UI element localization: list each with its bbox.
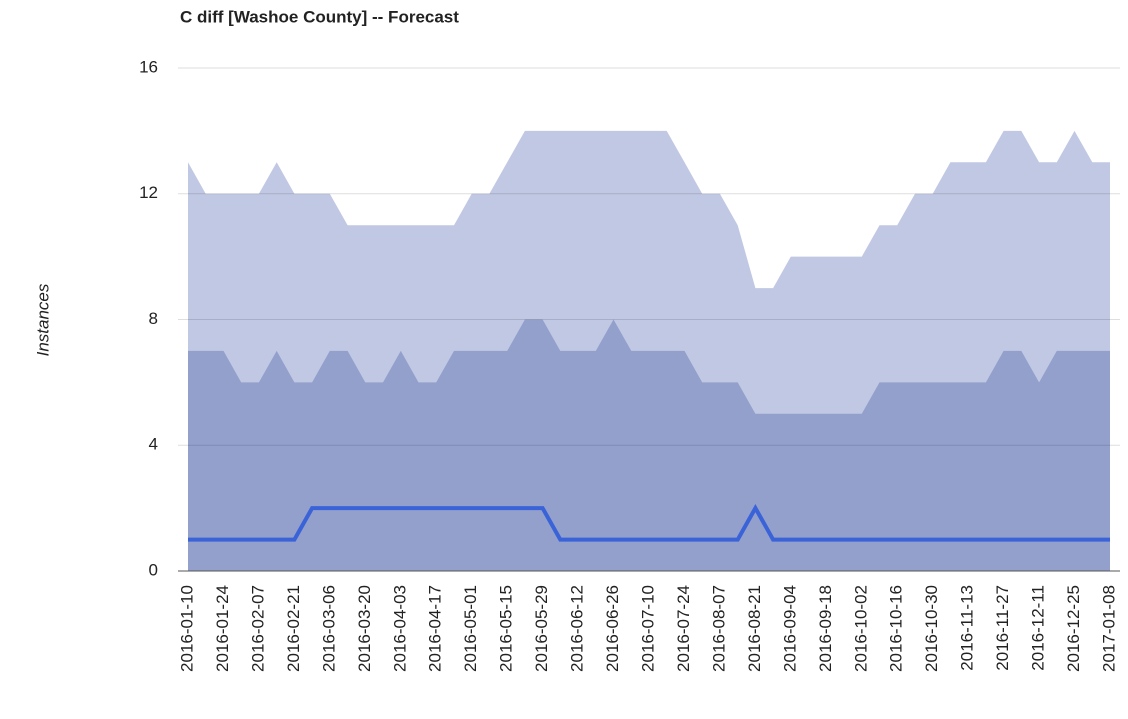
x-tick-label: 2016-08-21 [745,585,764,672]
x-tick-label: 2016-08-07 [709,585,728,672]
line [188,504,1110,542]
x-tick-label: 2016-03-20 [355,585,374,672]
x-tick-label: 2016-03-06 [319,585,338,672]
x-tick-label: 2016-09-18 [816,585,835,672]
x-tick-label: 2016-11-27 [993,585,1012,671]
x-tick-label: 2016-04-03 [390,585,409,672]
chart-title: C diff [Washoe County] -- Forecast [180,7,459,26]
x-tick-label: 2016-09-04 [780,585,799,672]
x-tick-label: 2016-06-12 [568,585,587,672]
x-tick-label: 2016-07-24 [674,585,693,672]
x-tick-label: 2016-07-10 [638,585,657,672]
x-tick-label: 2016-11-13 [958,585,977,671]
x-tick-label: 2016-02-07 [248,585,267,672]
x-tick-label: 2016-01-10 [177,585,196,672]
y-tick-label: 16 [139,57,158,76]
x-tick-label: 2016-01-24 [213,585,232,672]
y-tick-label: 4 [149,435,158,454]
x-tick-label: 2016-06-26 [603,585,622,672]
x-tick-label: 2017-01-08 [1099,585,1118,672]
y-tick-label: 12 [139,183,158,202]
x-tick-label: 2016-12-25 [1064,585,1083,672]
x-tick-label: 2016-10-02 [851,585,870,672]
x-tick-label: 2016-05-01 [461,585,480,672]
y-tick-label: 8 [149,309,158,328]
x-tick-label: 2016-05-29 [532,585,551,672]
x-tick-label: 2016-10-16 [887,585,906,672]
y-tick-label: 0 [149,560,158,579]
x-tick-label: 2016-04-17 [426,585,445,672]
y-axis-label: Instances [33,283,52,356]
x-tick-label: 2016-10-30 [922,585,941,672]
x-tick-label: 2016-05-15 [497,585,516,672]
x-tick-label: 2016-12-11 [1029,585,1048,671]
x-tick-label: 2016-02-21 [284,585,303,672]
